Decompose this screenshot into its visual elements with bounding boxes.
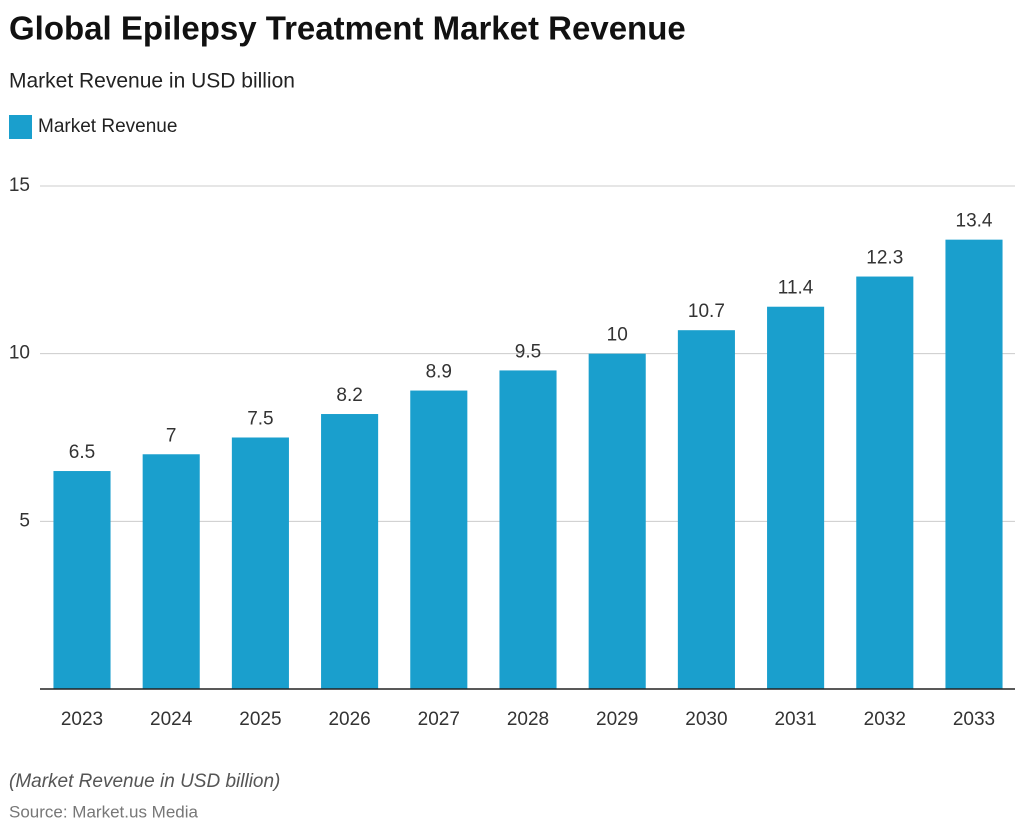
bar: [53, 471, 111, 689]
value-label: 6.5: [69, 442, 95, 463]
chart-source: Source: Market.us Media: [9, 802, 199, 821]
x-tick-label: 2023: [61, 709, 103, 730]
y-tick-label: 10: [9, 343, 30, 364]
x-tick-label: 2028: [507, 709, 549, 730]
bar: [499, 370, 557, 689]
legend-label: Market Revenue: [38, 116, 177, 137]
value-label: 12.3: [866, 248, 903, 269]
x-tick-label: 2027: [418, 709, 460, 730]
x-tick-label: 2032: [864, 709, 906, 730]
bar: [767, 306, 825, 689]
value-label: 8.2: [336, 385, 362, 406]
y-tick-label: 5: [19, 510, 30, 531]
value-label: 9.5: [515, 341, 541, 362]
value-label: 10: [607, 325, 628, 346]
value-label: 11.4: [778, 278, 814, 299]
x-tick-label: 2031: [774, 709, 816, 730]
legend-swatch: [9, 115, 32, 139]
chart-subtitle: Market Revenue in USD billion: [9, 70, 295, 93]
y-tick-label: 15: [9, 175, 30, 196]
x-tick-label: 2024: [150, 709, 193, 730]
chart-title: Global Epilepsy Treatment Market Revenue: [9, 10, 686, 47]
value-label: 7: [166, 425, 177, 446]
x-tick-label: 2029: [596, 709, 638, 730]
bar: [588, 353, 646, 689]
bar: [410, 390, 468, 689]
bar: [142, 454, 200, 689]
bar: [856, 276, 914, 689]
chart-note: (Market Revenue in USD billion): [9, 771, 280, 792]
bar: [231, 437, 289, 689]
x-tick-label: 2025: [239, 709, 281, 730]
x-tick-label: 2026: [328, 709, 370, 730]
value-label: 8.9: [426, 362, 452, 383]
x-tick-label: 2030: [685, 709, 727, 730]
value-label: 7.5: [247, 409, 273, 430]
value-label: 13.4: [956, 211, 993, 232]
bar: [677, 330, 735, 689]
x-tick-label: 2033: [953, 709, 995, 730]
bar: [945, 239, 1003, 690]
bar: [321, 414, 379, 689]
value-label: 10.7: [688, 301, 725, 322]
